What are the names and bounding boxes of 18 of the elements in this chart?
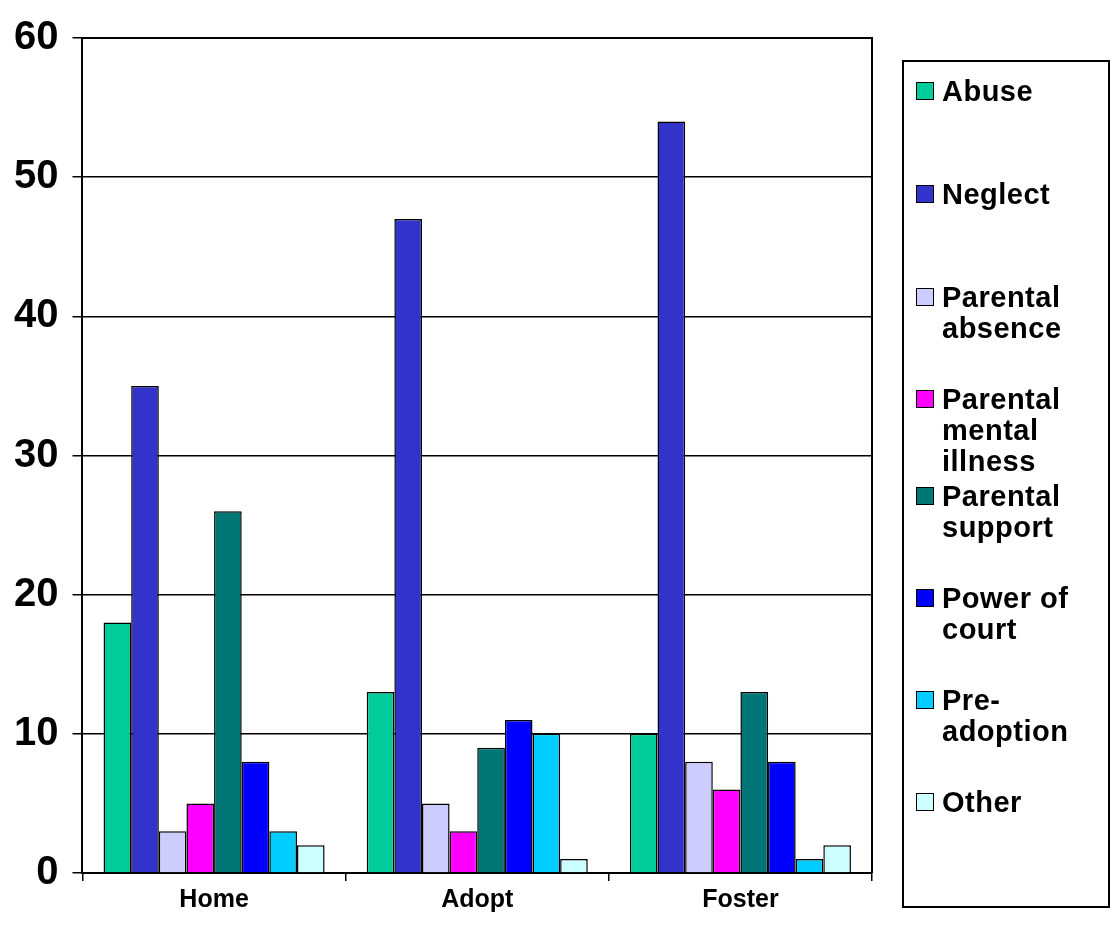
y-tick-label: 50 — [13, 152, 59, 197]
y-tick-label: 0 — [36, 848, 59, 893]
legend-label: Neglect — [942, 178, 1052, 210]
legend-label: Pre-adoption — [942, 684, 1070, 747]
x-tick-label: Home — [179, 883, 249, 912]
x-tick-label: Adopt — [441, 883, 515, 912]
y-tick-label: 10 — [13, 708, 59, 753]
y-tick-label: 20 — [13, 569, 59, 614]
legend-label: Power of court — [942, 582, 1070, 645]
legend-label: Parental absence — [942, 281, 1063, 344]
y-tick-label: 40 — [13, 291, 59, 336]
legend-label: Parental support — [942, 480, 1062, 543]
y-tick-label: 30 — [13, 430, 59, 475]
x-tick-label: Foster — [702, 883, 779, 912]
legend-label: Parental mental illness — [942, 383, 1062, 477]
legend-label: Other — [942, 786, 1023, 818]
y-tick-label: 60 — [13, 13, 59, 58]
legend-label: Abuse — [942, 75, 1035, 107]
